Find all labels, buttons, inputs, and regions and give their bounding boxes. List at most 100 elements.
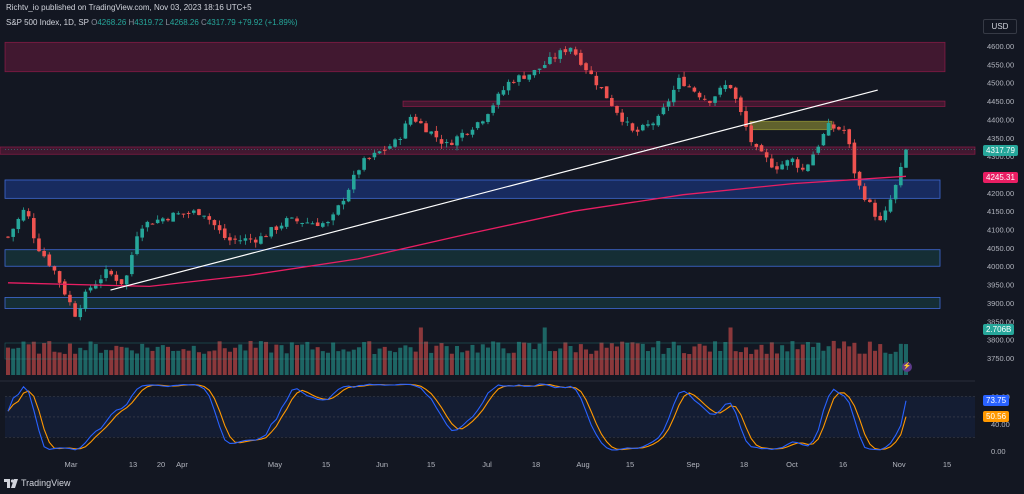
candle-body [465,133,470,135]
candle-body [542,65,547,68]
volume-bar [470,344,475,375]
candle-body [646,124,650,126]
volume-bar [150,350,155,375]
volume-bar [857,353,862,375]
volume-bar [888,353,893,375]
candle-body [532,70,537,76]
candle-body [341,200,346,205]
volume-bar [73,353,78,375]
volume-bar [645,351,650,375]
volume-bar [36,353,41,375]
x-axis-label: Mar [65,460,78,469]
candle-body [837,127,841,130]
volume-bar [78,347,83,375]
volume-bar [516,341,521,375]
price-tick-label: 4100.00 [987,226,1014,235]
volume-bar [904,344,908,375]
volume-bar [300,344,305,375]
volume-bar [733,351,738,375]
volume-bar [320,351,325,375]
volume-bar [847,346,852,375]
candle-body [666,101,671,107]
candle-body [419,121,423,124]
candle-body [305,222,310,224]
volume-bar [759,344,764,375]
volume-bar [408,347,413,375]
candle-body [888,199,893,212]
volume-bar [434,345,439,375]
volume-bar [233,347,238,375]
volume-bar [480,344,485,375]
volume-bar [867,341,872,375]
volume-bar [800,344,805,375]
candle-body [290,217,294,219]
candle-body [42,250,46,257]
candle-body [336,205,341,215]
volume-bar [191,345,196,375]
candle-body [326,221,330,224]
price-tick-label: 4350.00 [987,134,1014,143]
candle-body [93,284,98,289]
volume-bar [135,353,140,375]
candle-body [207,216,212,220]
volume-bar [289,342,294,375]
volume-bar [687,354,692,375]
volume-bar [511,352,516,375]
ma-value-badge: 4245.31 [983,172,1018,183]
candle-body [733,87,738,99]
candle-body [331,214,335,221]
candle-body [904,149,908,168]
candle-body [584,63,588,71]
candle-body [847,129,852,145]
price-tick-label: 4400.00 [987,115,1014,124]
candle-body [130,255,134,275]
ohlc-low: 4268.26 [169,18,199,27]
candle-body [739,97,743,113]
volume-bar [862,353,867,375]
volume-bar [109,350,114,375]
candle-body [37,238,41,252]
candle-body [450,142,454,146]
currency-selector[interactable]: USD [983,19,1017,34]
symbol-line: S&P 500 Index, 1D, SP O4268.26 H4319.72 … [6,18,298,27]
volume-bar [98,352,103,375]
candle-body [496,93,501,105]
volume-bar [836,348,841,375]
x-axis-label: 15 [322,460,330,469]
candle-body [610,97,614,106]
price-tick-label: 4150.00 [987,207,1014,216]
candle-body [831,124,836,129]
candle-body [537,68,542,70]
candle-body [150,223,155,225]
candle-body [73,303,77,317]
volume-bar [253,347,258,375]
tradingview-brand: TradingView [21,478,71,488]
volume-bar [269,352,274,375]
x-axis-label: 20 [157,460,165,469]
x-axis-label: 18 [532,460,540,469]
price-tick-label: 3750.00 [987,354,1014,363]
volume-bar [707,351,712,375]
price-tick-label: 4600.00 [987,42,1014,51]
volume-bar [676,345,681,375]
volume-bar [728,327,733,375]
candle-body [57,271,62,283]
volume-bar [578,344,583,375]
volume-bar [878,344,883,375]
volume-bar [377,348,382,375]
candle-body [135,236,139,254]
volume-bar [568,346,573,375]
volume-bar [341,349,346,375]
candle-body [821,134,826,146]
candle-body [506,81,511,91]
candle-body [862,186,867,200]
candle-body [300,223,304,225]
candle-body [800,167,805,170]
x-axis-label: 15 [626,460,634,469]
price-tick-label: 3800.00 [987,336,1014,345]
volume-bar [26,344,31,375]
lightning-icon[interactable]: ⚡ [902,362,912,372]
zone-highlight-4372 [749,120,833,131]
candle-body [351,174,356,190]
